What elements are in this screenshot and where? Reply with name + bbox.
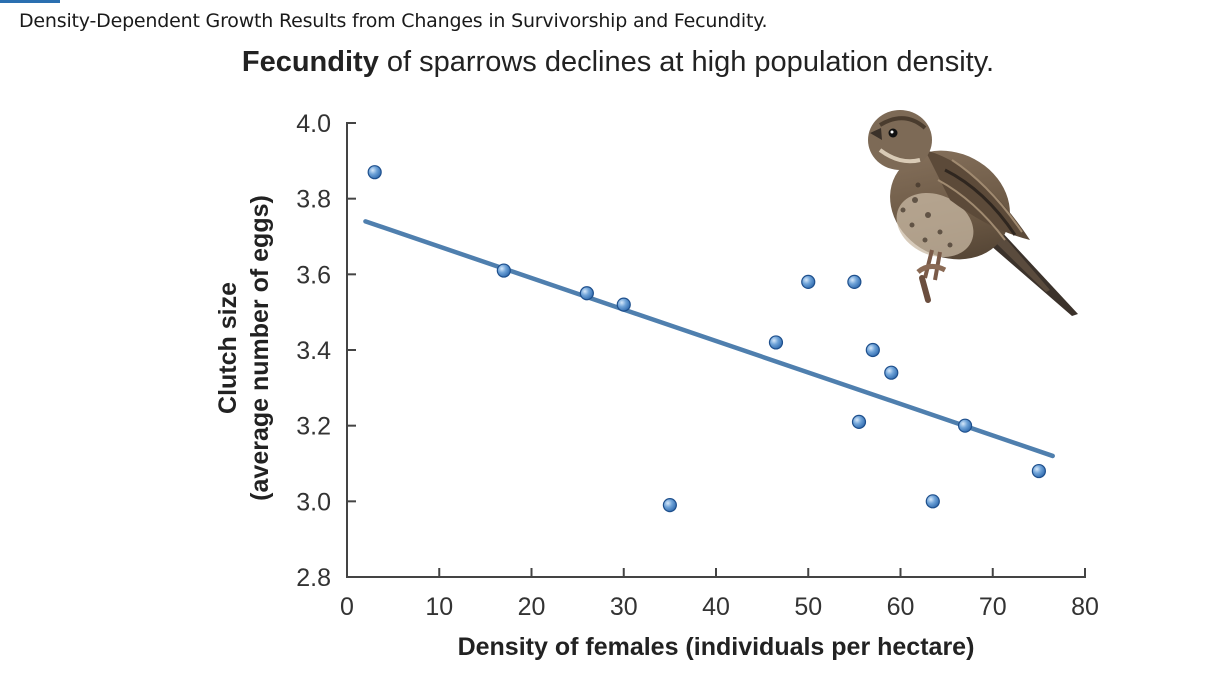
x-tick-label: 20 [518, 593, 546, 621]
data-point [1031, 463, 1046, 479]
data-point [496, 263, 511, 278]
y-tick-label: 3.2 [296, 413, 331, 441]
data-point [579, 286, 594, 301]
chart-title-rest: of sparrows declines at high population … [378, 46, 995, 78]
axes: 2.8 3.0 3.2 3.4 3.6 3.8 4.0 0 10 20 30 40 50 60 70 80 [296, 110, 1099, 621]
data-point [851, 414, 867, 429]
sparrow-icon [868, 110, 1078, 316]
y-tick-label: 3.4 [296, 337, 331, 365]
trendline [363, 219, 1055, 459]
chart-title-bold: Fecundity [241, 46, 379, 78]
x-tick-label: 60 [887, 593, 915, 621]
data-point [662, 498, 677, 513]
y-tick-label: 2.8 [296, 564, 331, 592]
x-tick-label: 40 [702, 593, 730, 621]
x-tick-label: 50 [794, 593, 822, 621]
header-accent-bar [0, 0, 60, 3]
data-point [957, 418, 973, 433]
y-tick-label: 3.8 [296, 186, 331, 214]
data-point [768, 335, 784, 350]
y-tick-label: 3.0 [296, 488, 331, 516]
y-axis-title-line2: (average number of eggs) [246, 195, 274, 501]
figure-caption: Density-Dependent Growth Results from Ch… [19, 10, 768, 32]
data-point [616, 297, 631, 312]
y-axis-title-line1: Clutch size [214, 282, 242, 414]
y-tick-label: 4.0 [296, 110, 331, 138]
data-point [865, 342, 880, 358]
x-tick-label: 0 [340, 593, 354, 621]
x-tick-label: 80 [1071, 593, 1099, 621]
x-tick-label: 30 [610, 593, 638, 621]
data-point [884, 365, 899, 380]
x-axis-title: Density of females (individuals per hect… [458, 633, 975, 661]
y-tick-label: 3.6 [296, 261, 331, 289]
x-tick-label: 10 [425, 593, 453, 621]
x-tick-label: 70 [979, 593, 1007, 621]
data-points [367, 165, 1046, 513]
data-point [847, 274, 862, 289]
data-point [801, 274, 816, 289]
data-point [925, 494, 940, 509]
chart-title: Fecundity of sparrows declines at high p… [0, 46, 1224, 79]
data-point [367, 165, 382, 180]
trendline-group [363, 219, 1055, 459]
